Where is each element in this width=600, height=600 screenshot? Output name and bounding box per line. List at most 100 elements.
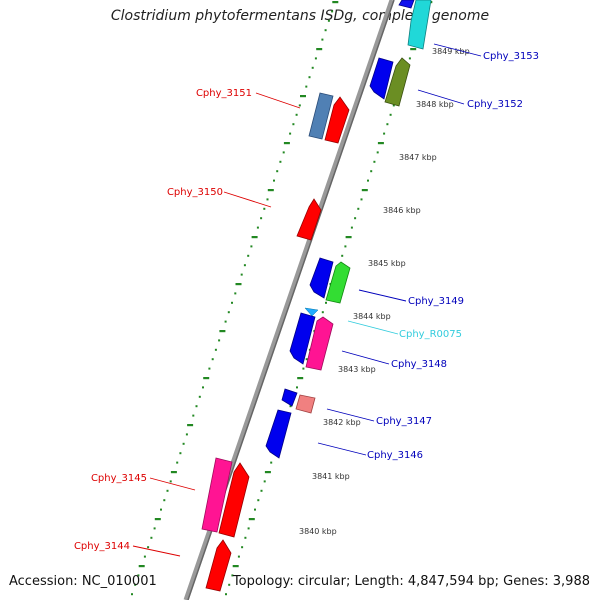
tick-mark	[316, 48, 323, 51]
guide-dot	[163, 499, 166, 502]
gene-cphy-3152-a[interactable]	[369, 57, 394, 100]
guide-dot	[134, 583, 137, 586]
guide-dot	[218, 339, 221, 342]
guide-dot	[354, 217, 357, 220]
kbp-label: 3847 kbp	[399, 153, 437, 162]
gene-cphy-3144[interactable]	[205, 539, 232, 592]
guide-dot	[166, 489, 169, 492]
guide-dot	[321, 311, 324, 314]
tick-mark	[235, 283, 242, 286]
guide-dot	[192, 414, 195, 417]
guide-dot	[270, 461, 273, 464]
guide-dot	[289, 405, 292, 408]
gene-label-right[interactable]: Cphy_3146	[367, 450, 423, 461]
gene-label-left[interactable]: Cphy_3144	[74, 541, 130, 552]
guide-dot	[227, 311, 230, 314]
tick-mark	[361, 189, 368, 192]
guide-dot	[325, 301, 327, 304]
tick-mark	[283, 142, 290, 145]
guide-dot	[237, 555, 240, 558]
gene-cphy-3151-a[interactable]	[308, 92, 334, 140]
tick-mark	[154, 518, 161, 521]
gene-cphy-3153-b[interactable]	[407, 0, 432, 50]
gene-cphy-3149-a[interactable]	[309, 257, 334, 299]
guide-dot	[357, 207, 360, 210]
guide-dot	[282, 151, 285, 154]
kbp-label: 3841 kbp	[312, 472, 350, 481]
guide-dot	[305, 358, 308, 361]
gene-cphy-3149-b[interactable]	[325, 261, 351, 304]
guide-dot	[147, 546, 150, 549]
gene-label-left[interactable]: Cphy_3145	[91, 473, 147, 484]
guide-dot	[408, 57, 411, 60]
gene-label-left[interactable]: Cphy_3151	[196, 88, 252, 99]
guide-dot	[360, 198, 363, 201]
guide-dot	[331, 10, 334, 13]
gene-cphy-3148-b[interactable]	[305, 316, 334, 371]
gene-cphy-3147-b[interactable]	[295, 394, 316, 414]
guide-dot	[257, 499, 260, 502]
gene-cphy-3145-b[interactable]	[218, 462, 250, 538]
guide-dot	[150, 536, 153, 539]
guide-dot	[389, 113, 392, 116]
gene-cphy-3152-b[interactable]	[384, 57, 411, 107]
guide-dot	[386, 123, 389, 126]
guide-dot	[153, 527, 156, 530]
tick-mark	[377, 142, 384, 145]
tick-mark	[187, 424, 194, 427]
guide-dot	[373, 160, 376, 163]
kbp-label: 3846 kbp	[383, 206, 421, 215]
guide-dot	[308, 76, 311, 79]
guide-dot	[292, 123, 295, 126]
guide-dot	[250, 245, 253, 248]
guide-dot	[214, 348, 217, 351]
tick-mark	[267, 189, 274, 192]
guide-dot	[341, 254, 344, 257]
gene-cphy-3153-a[interactable]	[398, 0, 415, 9]
guide-dot	[231, 574, 234, 577]
tick-mark	[251, 236, 258, 239]
tick-mark	[219, 330, 226, 333]
gene-labels: Cphy_3151 Cphy_3150 Cphy_3145 Cphy_3144 …	[74, 51, 539, 552]
gene-cphy-3150[interactable]	[296, 198, 322, 241]
accession-text: Accession: NC_010001	[9, 574, 157, 589]
guide-dot	[195, 405, 198, 408]
guide-dot	[383, 132, 386, 135]
tick-mark	[300, 95, 306, 98]
guide-dot	[182, 442, 185, 445]
guide-dot	[260, 217, 263, 220]
gene-label-right[interactable]: Cphy_3149	[408, 296, 464, 307]
gene-label-right[interactable]: Cphy_3153	[483, 51, 539, 62]
guide-dot	[311, 66, 314, 69]
guide-dot	[327, 19, 330, 22]
gene-label-right[interactable]: Cphy_3152	[467, 99, 523, 110]
guide-dot	[247, 527, 250, 530]
guide-dot	[256, 226, 259, 229]
gene-cphy-3151-b[interactable]	[324, 96, 350, 144]
kbp-label: 3849 kbp	[432, 47, 470, 56]
gene-cphy-3148-a[interactable]	[289, 312, 316, 365]
guide-dot	[198, 395, 201, 398]
gene-cphy-3146[interactable]	[265, 409, 292, 459]
guide-dot	[298, 104, 301, 107]
guide-dot	[295, 113, 298, 116]
guide-dot	[143, 555, 146, 558]
gene-label-right[interactable]: Cphy_3147	[376, 416, 432, 427]
gene-label-right[interactable]: Cphy_R0075	[399, 329, 462, 340]
leader-lines	[132, 43, 482, 557]
guide-dot	[240, 273, 243, 276]
tick-mark	[203, 377, 210, 380]
guide-dot	[208, 367, 211, 370]
gene-label-left[interactable]: Cphy_3150	[167, 187, 223, 198]
gene-cphy-r0075[interactable]	[304, 307, 319, 317]
guide-dot	[137, 574, 140, 577]
guide-dot	[273, 179, 275, 182]
kbp-label: 3845 kbp	[368, 259, 406, 268]
gene-cphy-3145-a[interactable]	[201, 457, 233, 533]
guide-dot	[367, 179, 369, 182]
gene-label-right[interactable]: Cphy_3148	[391, 359, 447, 370]
gene-cphy-3147-a[interactable]	[281, 388, 298, 407]
guide-dot	[289, 132, 292, 135]
guide-dot	[244, 536, 247, 539]
